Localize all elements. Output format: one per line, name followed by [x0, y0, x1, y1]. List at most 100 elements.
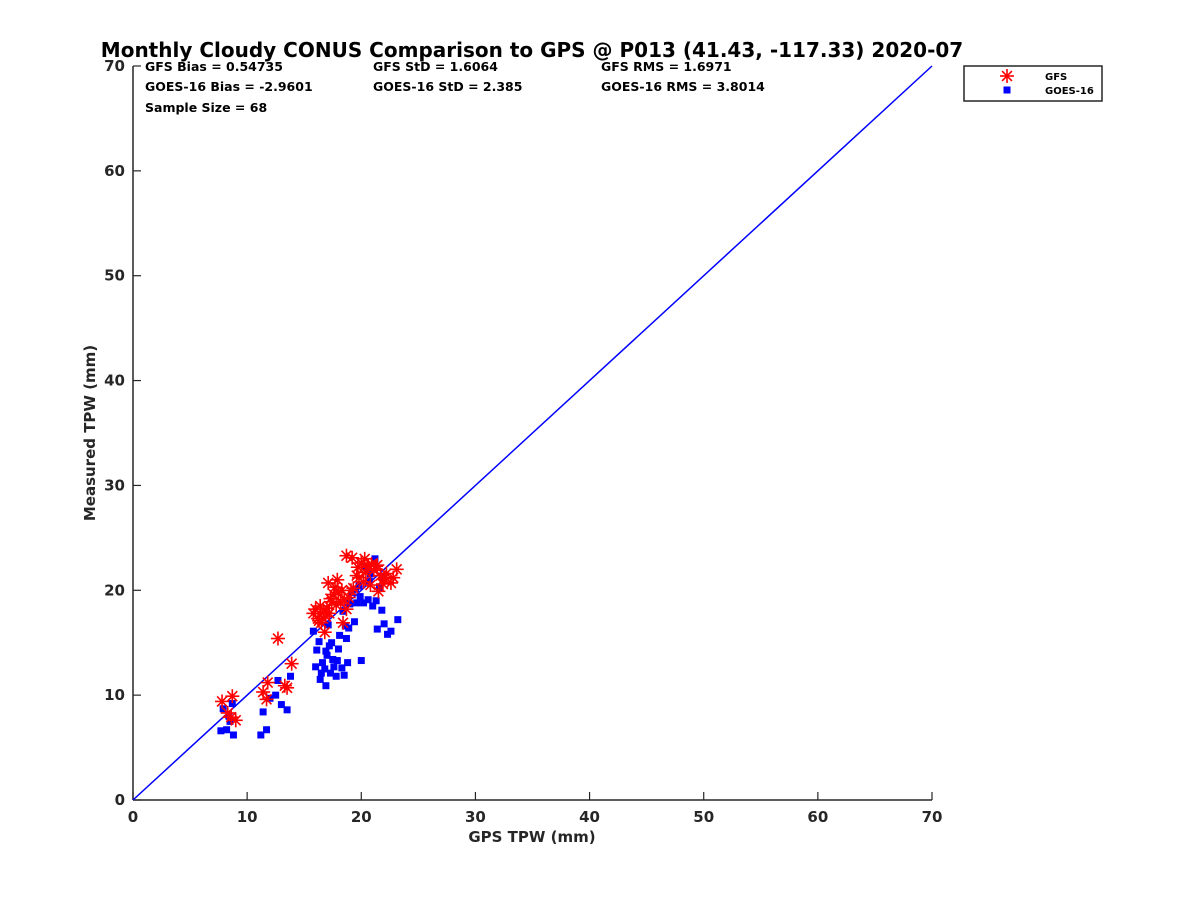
- data-point-goes16: [340, 671, 348, 679]
- data-point-goes16: [287, 672, 295, 680]
- stat-text: Sample Size = 68: [145, 100, 267, 115]
- legend-marker-goes16: [1003, 86, 1011, 94]
- data-point-goes16: [372, 597, 380, 605]
- data-point-goes16: [225, 712, 233, 720]
- stat-text: GFS Bias = 0.54735: [145, 59, 283, 74]
- data-point-goes16: [352, 585, 360, 593]
- y-tick-label: 60: [104, 162, 125, 180]
- data-point-goes16: [365, 577, 373, 585]
- data-point-goes16: [342, 635, 350, 643]
- one-to-one-line: [132, 65, 933, 801]
- data-point-goes16: [333, 657, 341, 665]
- data-point-gfs: [322, 606, 337, 621]
- y-ticks: 0 10 20 30 40 50 60 70: [104, 57, 141, 809]
- data-point-goes16: [324, 621, 332, 629]
- data-point-gfs: [317, 625, 332, 640]
- x-tick-label: 30: [465, 808, 486, 826]
- y-tick-label: 30: [104, 476, 125, 494]
- data-point-goes16: [315, 638, 323, 646]
- y-tick-label: 70: [104, 57, 125, 75]
- data-point-goes16: [283, 706, 291, 714]
- data-point-goes16: [353, 599, 361, 607]
- data-point-goes16: [360, 599, 368, 607]
- x-axis-label: GPS TPW (mm): [468, 828, 595, 846]
- x-tick-label: 0: [128, 808, 138, 826]
- data-point-gfs: [312, 613, 327, 628]
- series-gfs: [215, 548, 404, 728]
- data-point-goes16: [339, 607, 347, 615]
- y-axis-label: Measured TPW (mm): [81, 345, 99, 521]
- data-point-goes16: [313, 646, 321, 654]
- data-point-goes16: [223, 726, 231, 734]
- stat-text: GOES-16 RMS = 3.8014: [601, 79, 765, 94]
- data-point-goes16: [394, 616, 402, 624]
- data-point-goes16: [364, 596, 372, 604]
- data-point-goes16: [318, 659, 326, 667]
- legend-items: GFS GOES-16: [1000, 69, 1094, 97]
- data-point-gfs: [344, 583, 359, 598]
- stat-text: GFS StD = 1.6064: [373, 59, 498, 74]
- data-point-gfs: [339, 548, 354, 563]
- data-point-goes16: [371, 555, 379, 563]
- data-point-gfs: [330, 572, 345, 587]
- data-point-goes16: [326, 669, 334, 677]
- data-point-goes16: [312, 663, 320, 671]
- stat-text: GFS RMS = 1.6971: [601, 59, 732, 74]
- data-point-gfs: [260, 675, 275, 690]
- data-point-goes16: [229, 731, 237, 739]
- stat-text: GOES-16 Bias = -2.9601: [145, 79, 313, 94]
- data-point-goes16: [277, 701, 285, 709]
- data-point-gfs: [357, 551, 372, 566]
- data-point-goes16: [338, 664, 346, 672]
- data-point-gfs: [321, 575, 336, 590]
- data-point-gfs: [284, 656, 299, 671]
- data-point-gfs: [337, 592, 352, 607]
- data-point-goes16: [217, 727, 225, 735]
- legend-box: [963, 65, 1103, 102]
- data-point-gfs: [215, 694, 230, 709]
- legend-marker-gfs: [1000, 69, 1014, 83]
- data-point-goes16: [357, 657, 365, 665]
- data-point-goes16: [259, 708, 267, 716]
- data-point-gfs: [329, 597, 344, 612]
- data-point-goes16: [322, 647, 330, 655]
- data-point-goes16: [336, 631, 344, 639]
- stat-text: GOES-16 StD = 2.385: [373, 79, 522, 94]
- data-point-gfs: [336, 615, 351, 630]
- data-point-gfs: [259, 692, 274, 707]
- x-ticks: 0 10 20 30 40 50 60 70: [128, 792, 943, 826]
- data-point-goes16: [257, 731, 265, 739]
- data-point-goes16: [334, 645, 342, 653]
- x-tick-label: 60: [807, 808, 828, 826]
- x-tick-label: 10: [237, 808, 258, 826]
- y-tick-label: 10: [104, 686, 125, 704]
- data-point-goes16: [274, 676, 282, 684]
- data-point-gfs: [370, 558, 385, 573]
- data-point-gfs: [225, 689, 240, 704]
- y-tick-label: 0: [115, 791, 125, 809]
- data-point-goes16: [266, 694, 274, 702]
- x-tick-label: 70: [922, 808, 943, 826]
- data-point-gfs: [228, 713, 243, 728]
- data-point-gfs: [280, 680, 295, 695]
- data-point-goes16: [330, 663, 338, 671]
- y-tick-label: 20: [104, 581, 125, 599]
- data-point-goes16: [309, 627, 317, 635]
- plot-area: 0 10 20 30 40 50 60 70 0 10 20 30 40 50 60 70: [104, 57, 942, 826]
- data-point-goes16: [378, 606, 386, 614]
- data-point-goes16: [329, 655, 337, 663]
- x-tick-label: 20: [351, 808, 372, 826]
- legend-label: GOES-16: [1045, 86, 1094, 97]
- data-point-goes16: [356, 593, 364, 601]
- stats-block: GFS Bias = 0.54735 GFS StD = 1.6064 GFS RM…: [145, 59, 765, 115]
- data-point-goes16: [322, 682, 330, 690]
- data-point-gfs: [386, 570, 401, 585]
- data-point-goes16: [332, 672, 340, 680]
- data-point-goes16: [380, 620, 388, 628]
- data-point-goes16: [228, 700, 236, 708]
- data-point-goes16: [321, 665, 329, 673]
- data-point-goes16: [369, 602, 377, 610]
- data-point-goes16: [323, 651, 331, 659]
